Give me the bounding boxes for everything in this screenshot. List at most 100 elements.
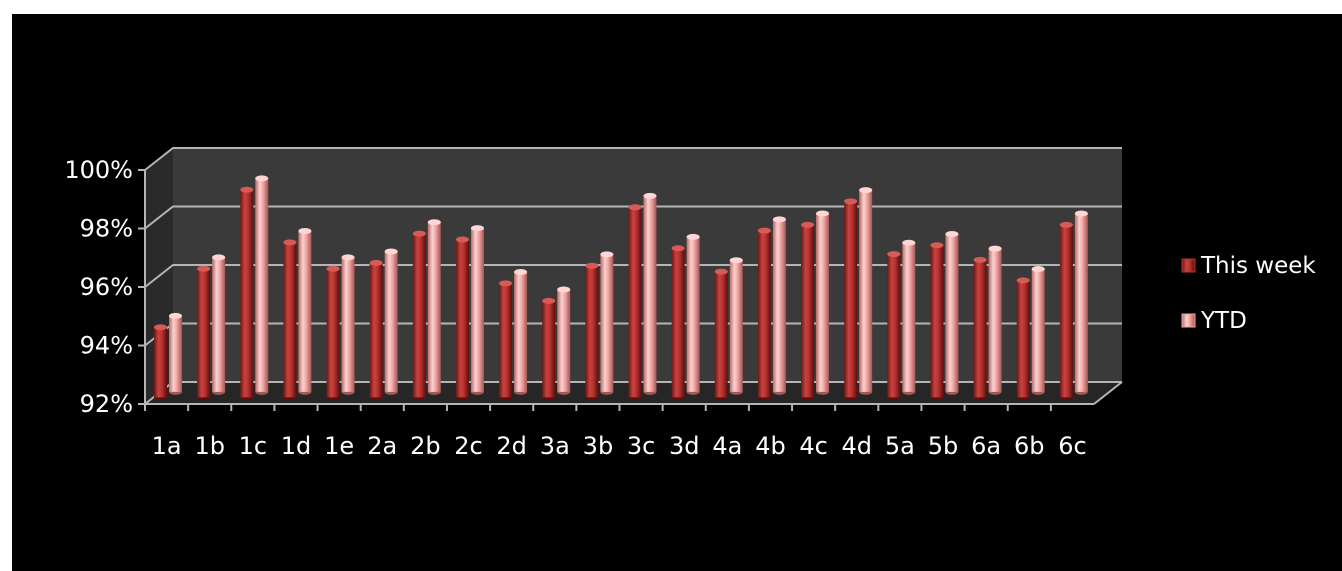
bar-body bbox=[470, 228, 484, 392]
bar-chart: 92% 94% 96% 98% 100% 1a 1b 1c 1d 1e 2a 2b 2c 2d 3a 3b 3… bbox=[64, 147, 1316, 460]
bar bbox=[341, 254, 355, 395]
bar-top bbox=[600, 251, 614, 258]
bar-body bbox=[514, 271, 528, 392]
bar-body bbox=[686, 236, 700, 392]
bar bbox=[801, 221, 815, 401]
bar-body bbox=[945, 233, 959, 392]
bar-top bbox=[801, 221, 815, 228]
x-axis-ticks: 1a 1b 1c 1d 1e 2a 2b 2c 2d 3a 3b 3c 3d 4a 4b 4c 4d 5a 5b 6a… bbox=[152, 432, 1087, 460]
bar-body bbox=[557, 289, 571, 392]
x-tick-label: 6b bbox=[1014, 432, 1045, 460]
bar bbox=[326, 265, 340, 401]
bar-body bbox=[499, 283, 513, 398]
bar-body bbox=[384, 251, 398, 392]
bar bbox=[671, 245, 685, 401]
bar-top bbox=[341, 254, 355, 261]
bar bbox=[585, 262, 599, 401]
x-tick-label: 4d bbox=[841, 432, 872, 460]
bar bbox=[816, 210, 830, 395]
bar-body bbox=[816, 213, 830, 392]
legend-swatch bbox=[1181, 258, 1196, 273]
bar-top bbox=[455, 236, 469, 243]
bar-top bbox=[1059, 221, 1073, 228]
bar-body bbox=[930, 245, 944, 398]
bar-body bbox=[341, 257, 355, 392]
bar bbox=[412, 230, 426, 401]
bar bbox=[1059, 221, 1073, 401]
bar bbox=[557, 286, 571, 395]
bar-top bbox=[283, 239, 297, 246]
bar bbox=[542, 297, 556, 401]
bar-top bbox=[427, 219, 441, 226]
bar-body bbox=[1016, 280, 1030, 398]
bar-top bbox=[973, 256, 987, 263]
bar-top bbox=[643, 192, 657, 199]
bar-top bbox=[514, 268, 528, 275]
bar-top bbox=[729, 257, 743, 264]
x-tick-label: 2b bbox=[410, 432, 441, 460]
bar-top bbox=[887, 251, 901, 258]
bar-top bbox=[212, 254, 226, 261]
bars bbox=[153, 175, 1088, 401]
x-tick-label: 3a bbox=[540, 432, 570, 460]
bar-body bbox=[283, 242, 297, 398]
bar bbox=[255, 175, 269, 395]
bar-top bbox=[153, 324, 167, 331]
bar bbox=[298, 228, 312, 395]
bar-body bbox=[844, 201, 858, 398]
x-tick-label: 2c bbox=[454, 432, 482, 460]
bar-top bbox=[757, 227, 771, 234]
x-tick-label: 5b bbox=[928, 432, 959, 460]
bar bbox=[197, 265, 211, 401]
x-tick-label: 4a bbox=[712, 432, 742, 460]
bar-top bbox=[168, 312, 182, 319]
x-tick-label: 3c bbox=[627, 432, 655, 460]
bar-body bbox=[298, 231, 312, 392]
bar-body bbox=[859, 190, 873, 392]
x-tick-label: 6a bbox=[971, 432, 1001, 460]
x-tick-label: 3d bbox=[669, 432, 700, 460]
floor-edge bbox=[1093, 381, 1123, 405]
bar-top bbox=[240, 186, 254, 193]
x-tick-label: 1c bbox=[239, 432, 267, 460]
bar bbox=[369, 259, 383, 401]
legend-swatch bbox=[1181, 313, 1196, 328]
bar-top bbox=[197, 265, 211, 272]
x-tick-label: 6c bbox=[1058, 432, 1086, 460]
bar-body bbox=[153, 327, 167, 398]
y-tick-label: 94% bbox=[80, 332, 133, 360]
bar bbox=[643, 192, 657, 395]
bar-top bbox=[1016, 277, 1030, 284]
bar bbox=[283, 239, 297, 401]
x-tick-label: 2d bbox=[496, 432, 527, 460]
bar-body bbox=[240, 189, 254, 398]
bar-top bbox=[816, 210, 830, 217]
y-tick-label: 100% bbox=[64, 156, 133, 184]
bar-body bbox=[585, 265, 599, 398]
bar-top bbox=[1031, 266, 1045, 273]
bar bbox=[902, 239, 916, 395]
bar bbox=[945, 230, 959, 395]
bar bbox=[455, 236, 469, 401]
legend-label: YTD bbox=[1200, 308, 1247, 334]
bar-top bbox=[499, 280, 513, 287]
bar-body bbox=[973, 259, 987, 398]
bar bbox=[686, 233, 700, 395]
bar bbox=[988, 245, 1002, 395]
x-tick-label: 5a bbox=[885, 432, 915, 460]
bar-body bbox=[455, 239, 469, 398]
x-tick-label: 2a bbox=[367, 432, 397, 460]
bar-body bbox=[542, 300, 556, 398]
x-tick-label: 4b bbox=[755, 432, 786, 460]
y-axis-ticks: 92% 94% 96% 98% 100% bbox=[64, 156, 133, 418]
bar-body bbox=[1059, 224, 1073, 398]
bar-top bbox=[585, 262, 599, 269]
bar-top bbox=[369, 259, 383, 266]
bar-body bbox=[801, 224, 815, 398]
bar-body bbox=[168, 315, 182, 392]
bar bbox=[168, 312, 182, 395]
gridline bbox=[144, 205, 1122, 230]
bar bbox=[859, 187, 873, 395]
x-tick-label: 1d bbox=[281, 432, 312, 460]
bar-body bbox=[772, 219, 786, 392]
